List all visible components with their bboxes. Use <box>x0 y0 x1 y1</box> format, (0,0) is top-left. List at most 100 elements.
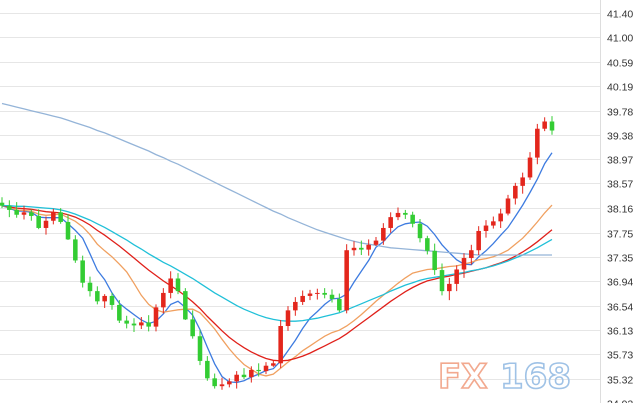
candle-up <box>285 306 291 331</box>
candle-body <box>73 239 78 261</box>
candle-body <box>388 217 393 228</box>
candle-body <box>65 221 71 240</box>
candle-up <box>527 152 533 180</box>
candle-body <box>278 326 283 364</box>
grid-lines <box>0 0 601 403</box>
candle-down <box>109 292 115 310</box>
candle-up <box>278 319 283 369</box>
candle-up <box>395 207 401 221</box>
candle-body <box>139 322 144 326</box>
candle-up <box>373 236 379 247</box>
candle-body <box>395 212 401 218</box>
candle-down <box>410 211 415 228</box>
candle-down <box>190 310 195 339</box>
candle-up <box>271 360 276 367</box>
candle-down <box>73 235 78 263</box>
candle-up <box>315 288 320 300</box>
candle-down <box>205 356 210 381</box>
candle-down <box>7 200 12 218</box>
candle-down <box>146 315 151 332</box>
candle-body <box>263 365 269 372</box>
candle-body <box>366 244 371 250</box>
candle-body <box>7 205 12 210</box>
candle-body <box>505 198 511 214</box>
candle-up <box>21 205 27 220</box>
candle-body <box>381 227 386 241</box>
candle-down <box>87 276 93 297</box>
candle-body <box>329 294 335 299</box>
y-tick-label: 36.94 <box>607 277 633 289</box>
y-tick-label: 35.32 <box>607 375 633 387</box>
candle-up <box>366 239 371 256</box>
candle-body <box>271 363 276 366</box>
candle-body <box>87 282 93 292</box>
candle-down <box>183 288 188 320</box>
candle-up <box>476 226 481 256</box>
y-tick-label: 34.92 <box>607 399 633 403</box>
candle-up <box>102 294 107 308</box>
candle-down <box>0 197 5 209</box>
candle-down <box>131 318 137 333</box>
candle-up <box>234 371 239 389</box>
candle-body <box>535 128 540 158</box>
candle-down <box>403 209 408 219</box>
candle-body <box>190 319 195 337</box>
y-tick-label: 38.57 <box>607 179 633 191</box>
candle-up <box>381 223 386 245</box>
candle-body <box>300 295 305 302</box>
y-tick-label: 41.00 <box>607 33 633 45</box>
candle-up <box>227 378 232 388</box>
candle-body <box>439 270 445 292</box>
candle-up <box>300 290 305 305</box>
candle-up <box>498 208 503 228</box>
candle-down <box>432 243 437 275</box>
candle-up <box>351 241 357 256</box>
candle-down <box>36 209 41 230</box>
candle-down <box>241 368 247 379</box>
candle-up <box>168 271 173 299</box>
price-axis: 34.92 35.32 35.73 36.13 36.54 36.94 37.35 37.75… <box>607 9 633 403</box>
candle-body <box>168 278 173 293</box>
candle-body <box>146 322 151 327</box>
candle-body <box>359 247 364 250</box>
candle-body <box>36 215 41 228</box>
candle-body <box>461 258 467 270</box>
candle-body <box>285 310 291 327</box>
watermark-fx: FX <box>438 357 487 397</box>
candle-body <box>14 209 19 215</box>
candle-body <box>432 250 437 271</box>
candle-body <box>520 177 525 186</box>
candle-up <box>153 304 159 332</box>
moving-average-line <box>1 204 553 377</box>
candle-body <box>102 295 107 302</box>
candle-body <box>109 295 115 305</box>
candle-body <box>344 250 349 311</box>
candle-down <box>58 208 63 224</box>
candle-down <box>14 202 19 218</box>
candle-body <box>51 212 56 221</box>
candle-up <box>461 253 467 278</box>
candle-body <box>315 292 320 294</box>
y-tick-label: 39.78 <box>607 107 633 119</box>
candle-body <box>249 369 254 378</box>
candle-body <box>29 212 34 216</box>
candle-down <box>322 288 327 299</box>
candle-down <box>117 300 122 324</box>
y-tick-label: 37.35 <box>607 253 633 265</box>
moving-average-lines <box>1 102 553 384</box>
candle-body <box>153 307 159 327</box>
watermark-168: 168 <box>500 357 571 397</box>
y-tick-label: 35.73 <box>607 350 633 362</box>
candle-up <box>469 244 474 265</box>
moving-average-line <box>2 205 553 322</box>
watermark-logo: FX 168 <box>437 356 572 398</box>
candle-down <box>256 363 261 377</box>
candle-body <box>43 220 49 228</box>
candle-up <box>293 297 298 316</box>
candle-body <box>417 223 423 239</box>
candle-down <box>212 373 217 389</box>
y-tick-label: 37.75 <box>607 229 633 241</box>
candle-body <box>161 292 166 308</box>
